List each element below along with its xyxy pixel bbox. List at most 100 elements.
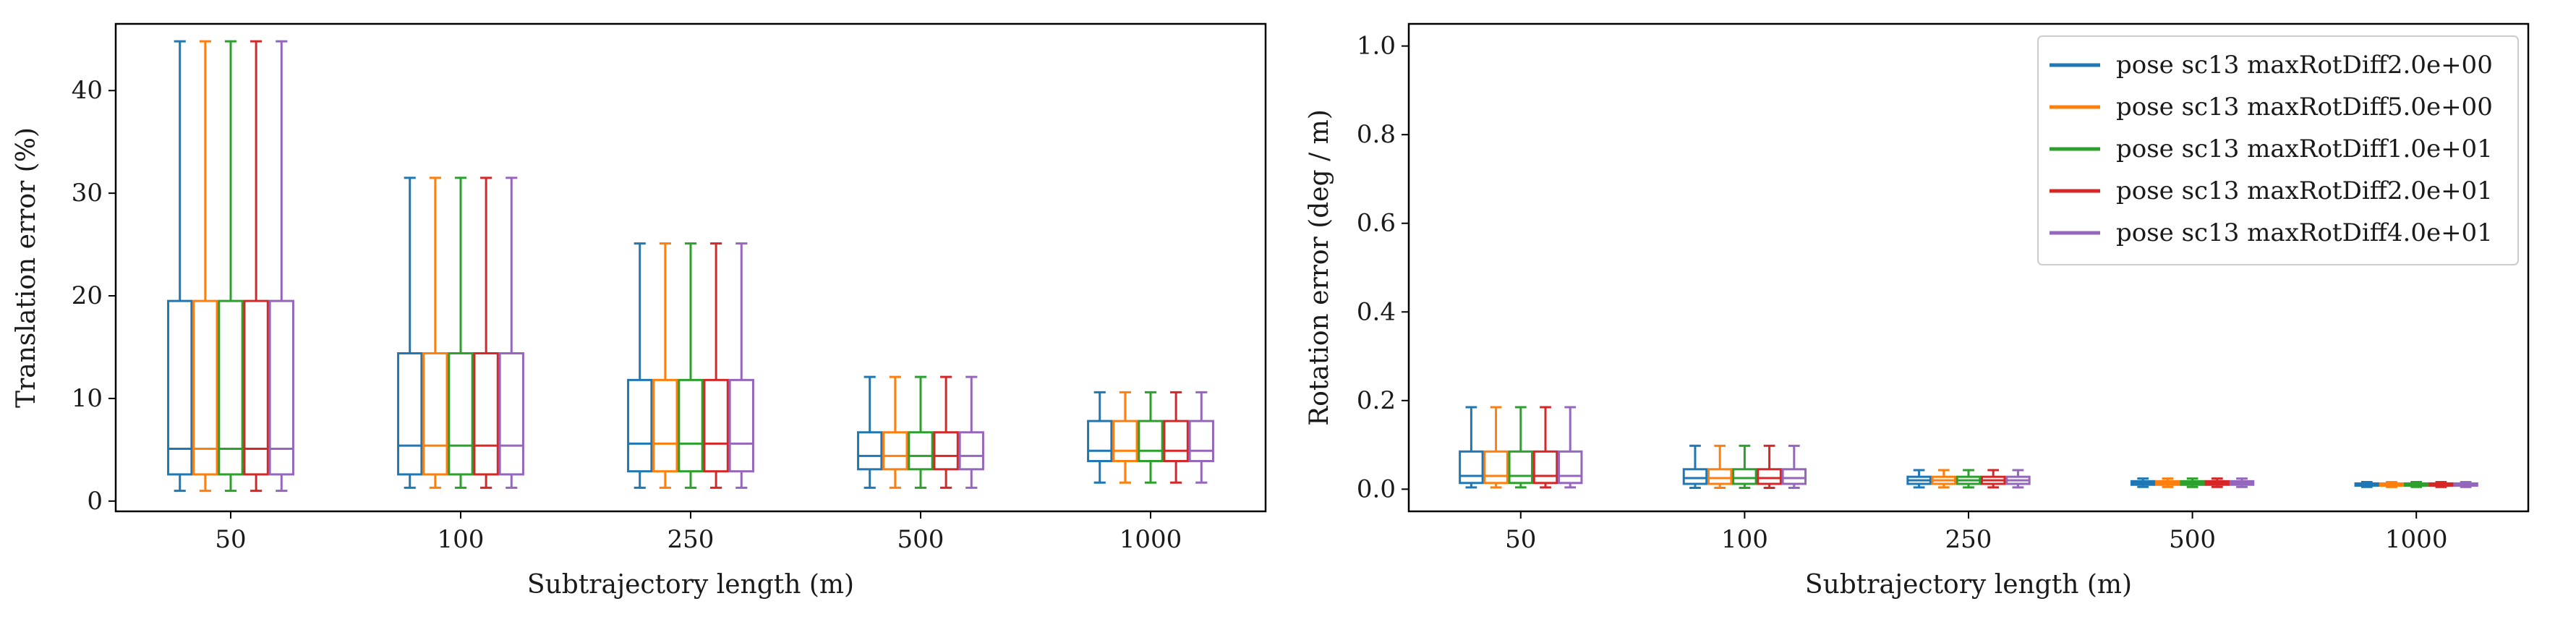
- box-plot: [2453, 481, 2478, 488]
- box-plot: [1483, 406, 1509, 489]
- box-iqr: [857, 431, 883, 471]
- y-tick-label: 20: [72, 281, 103, 310]
- legend-label: pose sc13 maxRotDiff4.0e+01: [2116, 218, 2493, 247]
- box-plot: [2428, 481, 2454, 488]
- box-iqr: [652, 378, 678, 473]
- box-iqr: [1138, 419, 1164, 462]
- box-plot: [498, 176, 524, 489]
- box-plot: [933, 375, 959, 489]
- x-tick-label: 50: [1505, 525, 1536, 554]
- box-plot: [652, 242, 678, 489]
- box-iqr: [1682, 468, 1708, 485]
- y-tick-label: 0.2: [1357, 386, 1396, 415]
- x-axis-label: Subtrajectory length (m): [1805, 570, 2132, 600]
- box-plot: [1138, 391, 1164, 484]
- y-tick-label: 0.4: [1357, 297, 1396, 326]
- box-plot: [2379, 481, 2405, 488]
- box-iqr: [1087, 419, 1113, 462]
- box-plot: [473, 176, 499, 489]
- box-iqr: [678, 378, 704, 473]
- box-iqr: [1781, 468, 1807, 485]
- box-iqr: [1459, 450, 1484, 485]
- box-iqr: [422, 352, 448, 476]
- box-plot: [167, 40, 193, 493]
- box-plot: [728, 242, 754, 489]
- box-plot: [2229, 477, 2255, 488]
- y-tick-label: 30: [72, 179, 103, 208]
- box-plot: [1163, 391, 1189, 484]
- y-axis-label: Translation error (%): [12, 127, 41, 408]
- box-plot: [1956, 469, 1982, 489]
- legend-frame: [2037, 35, 2519, 265]
- box-plot: [1508, 406, 1534, 489]
- legend-label: pose sc13 maxRotDiff1.0e+01: [2116, 135, 2493, 163]
- y-tick-label: 10: [72, 384, 103, 413]
- box-plot: [627, 242, 653, 489]
- box-plot: [2204, 477, 2230, 488]
- box-plot: [192, 40, 218, 493]
- y-tick-label: 1.0: [1357, 32, 1396, 61]
- box-plot: [882, 375, 908, 489]
- x-tick-label: 500: [897, 525, 944, 554]
- box-iqr: [958, 431, 984, 471]
- box-plot: [1757, 444, 1782, 490]
- series-5: [1557, 406, 2478, 490]
- box-plot: [1781, 444, 1807, 490]
- y-tick-label: 40: [72, 76, 103, 105]
- box-iqr: [1732, 468, 1757, 485]
- box-plot: [2155, 477, 2180, 488]
- x-tick-label: 50: [215, 525, 246, 554]
- y-tick-label: 0: [87, 487, 103, 516]
- box-plot: [1557, 406, 1583, 489]
- box-iqr: [473, 352, 499, 476]
- box-iqr: [627, 378, 653, 473]
- box-plot: [1459, 406, 1484, 489]
- series-3: [218, 40, 1164, 493]
- box-plot: [1906, 469, 1932, 489]
- x-axis-label: Subtrajectory length (m): [527, 570, 854, 600]
- box-plot: [2403, 481, 2429, 488]
- x-tick-label: 100: [438, 525, 485, 554]
- box-plot: [908, 375, 934, 489]
- translation-error-panel: 0 10 20 30 40 50 100 250 500 1000 Subtrajectory le…: [12, 22, 1267, 600]
- y-tick-label: 0.0: [1357, 474, 1396, 503]
- x-tick-label: 100: [1721, 525, 1768, 554]
- box-iqr: [448, 352, 474, 476]
- box-iqr: [728, 378, 754, 473]
- series-1: [1459, 406, 2380, 490]
- box-plot: [397, 176, 423, 489]
- box-plot: [2354, 481, 2380, 488]
- box-plot: [448, 176, 474, 489]
- box-iqr: [1532, 450, 1558, 485]
- box-plot: [2180, 477, 2205, 488]
- box-plot: [1682, 444, 1708, 490]
- series-2: [192, 40, 1138, 493]
- y-tick-label: 0.8: [1357, 120, 1396, 149]
- box-iqr: [1112, 419, 1138, 462]
- box-plot: [1931, 469, 1957, 489]
- box-iqr: [397, 352, 423, 476]
- box-plot: [1188, 391, 1214, 484]
- box-iqr: [498, 352, 524, 476]
- box-plot: [703, 242, 729, 489]
- box-iqr: [1707, 468, 1733, 485]
- series-1: [167, 40, 1113, 493]
- box-iqr: [1757, 468, 1782, 485]
- box-plot: [243, 40, 269, 493]
- box-plot: [218, 40, 244, 493]
- box-plot: [422, 176, 448, 489]
- box-iqr: [908, 431, 934, 471]
- box-plot: [1532, 406, 1558, 489]
- box-plot: [1087, 391, 1113, 484]
- legend-label: pose sc13 maxRotDiff5.0e+00: [2116, 93, 2493, 122]
- y-tick-label: 0.6: [1357, 209, 1396, 238]
- legend-label: pose sc13 maxRotDiff2.0e+00: [2116, 51, 2493, 80]
- box-plot: [1707, 444, 1733, 490]
- box-plot: [2130, 477, 2156, 488]
- box-iqr: [1483, 450, 1509, 485]
- box-plot: [857, 375, 883, 489]
- box-iqr: [1508, 450, 1534, 485]
- x-tick-label: 1000: [2385, 525, 2448, 554]
- box-plot: [1980, 469, 2006, 489]
